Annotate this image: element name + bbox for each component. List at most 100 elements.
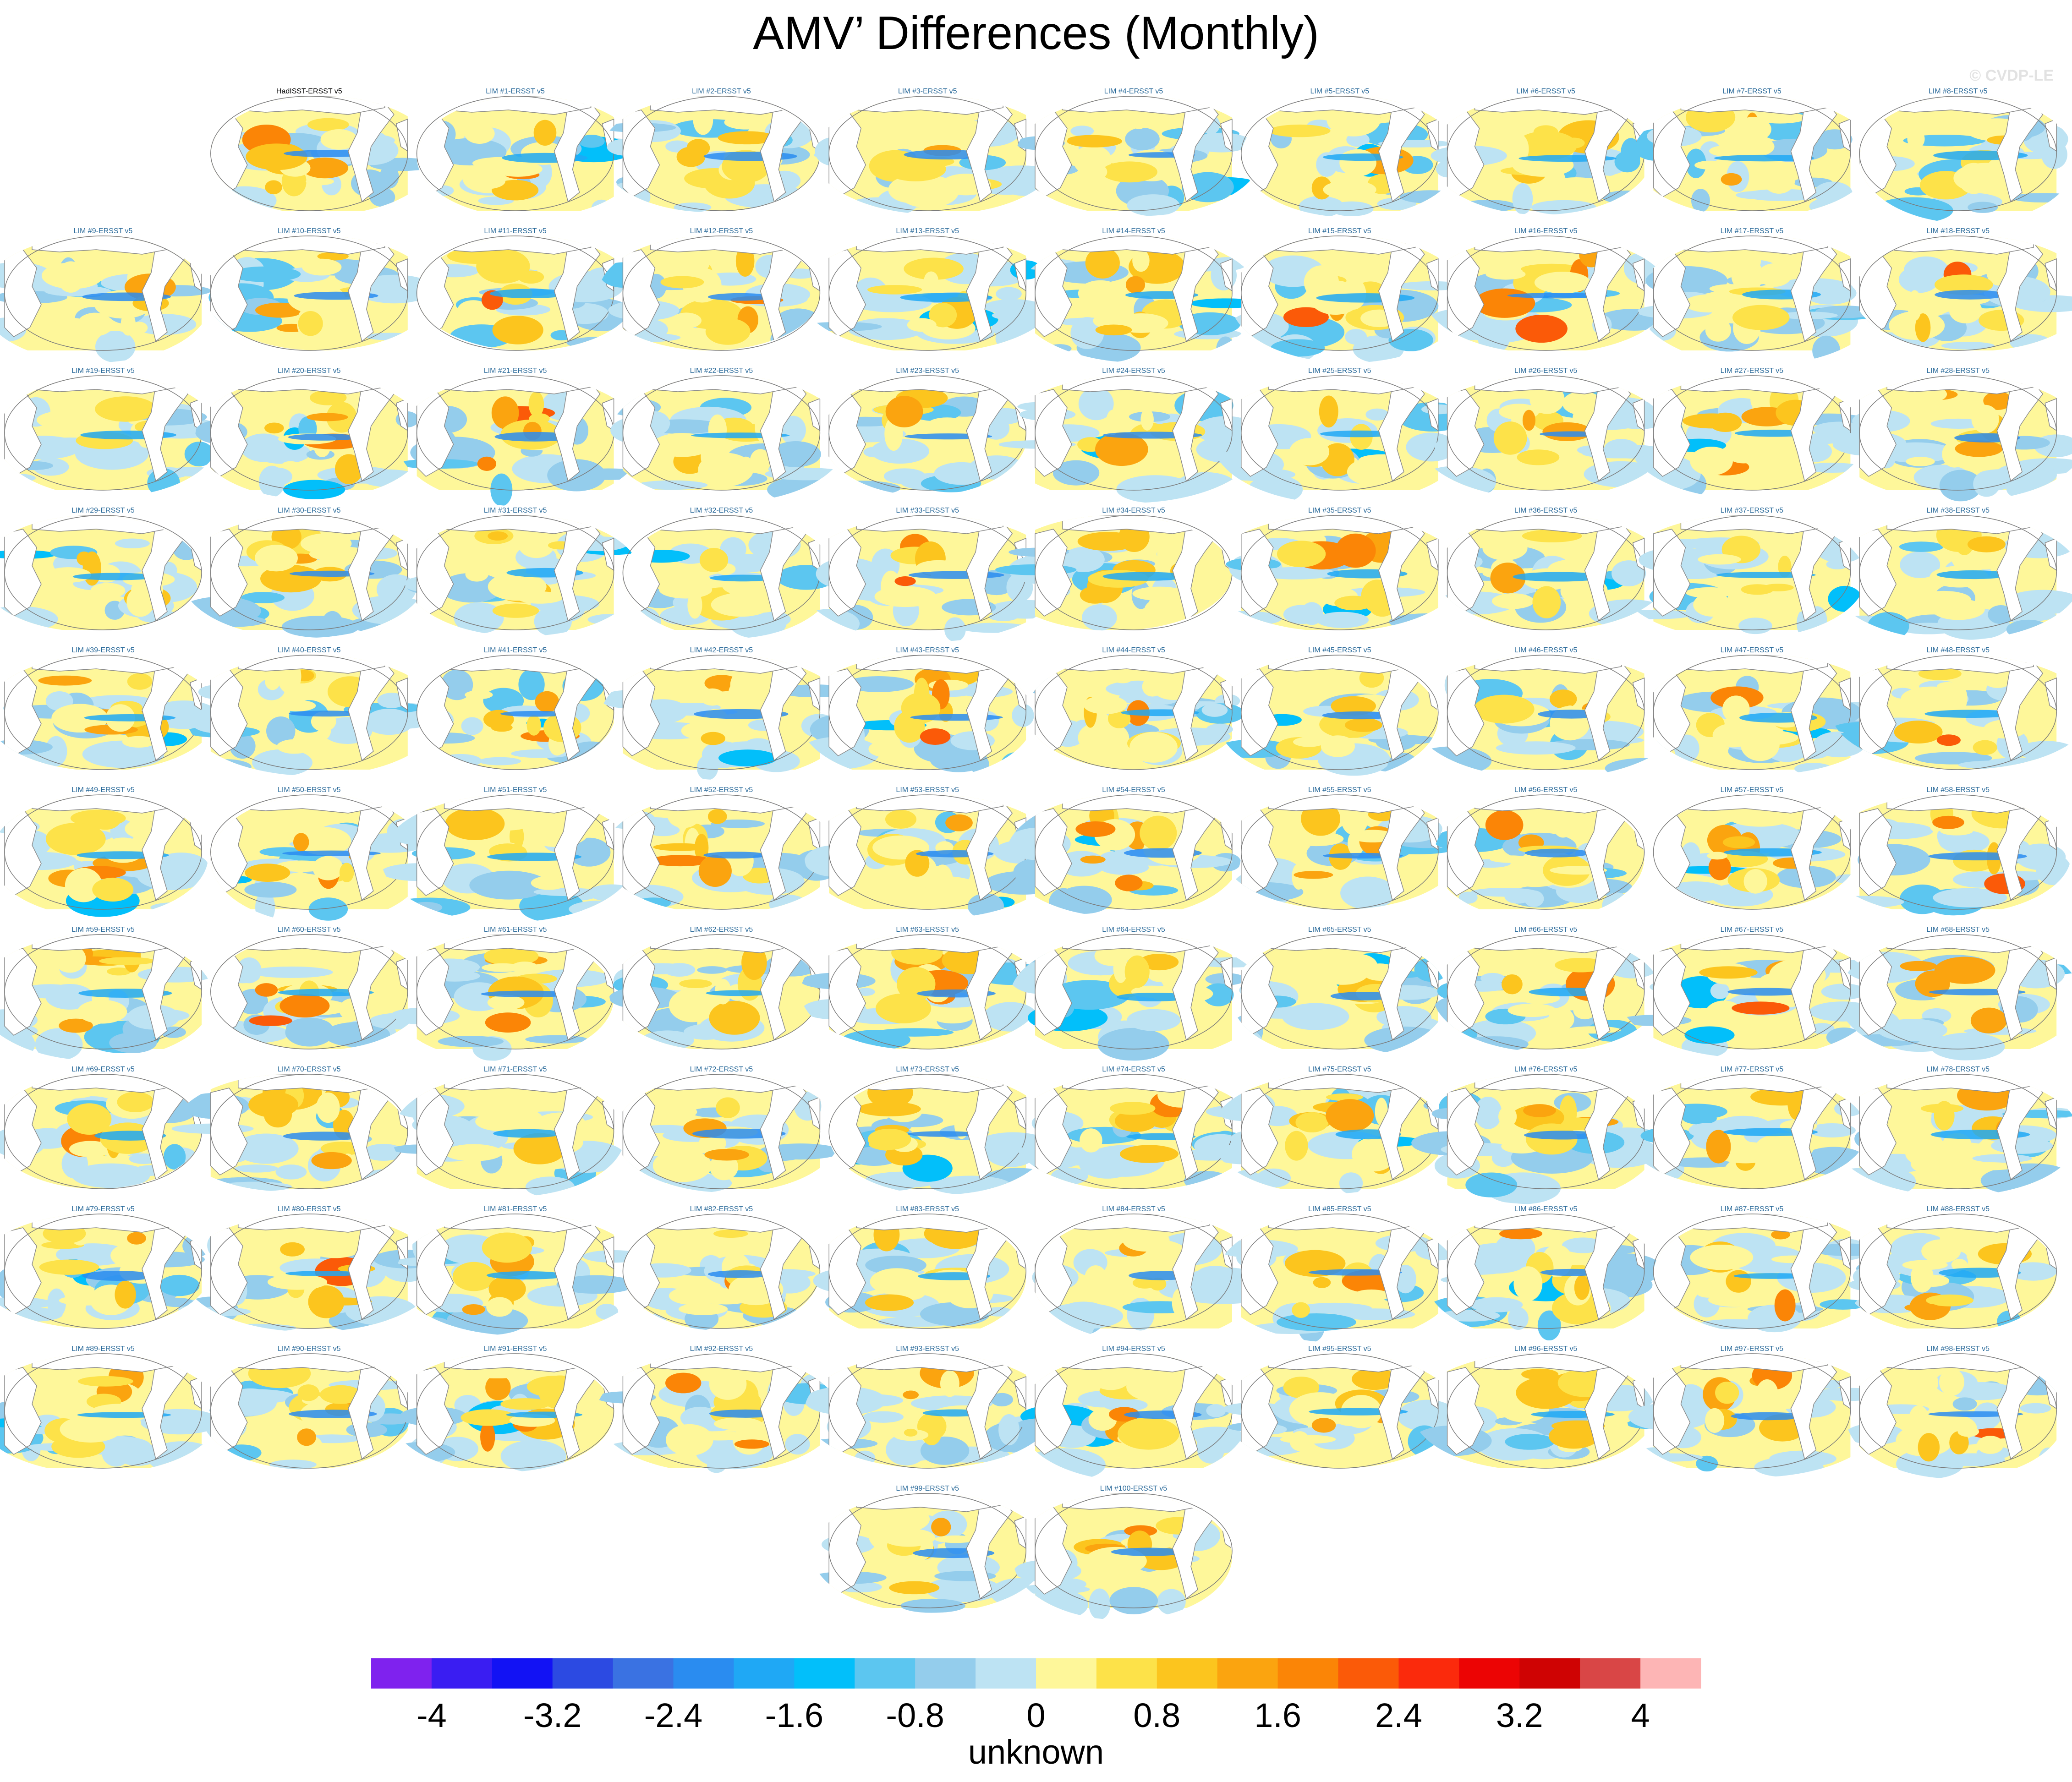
anomaly-blob xyxy=(302,258,342,276)
anomaly-blob xyxy=(1939,470,1982,490)
land-mask xyxy=(5,1367,42,1455)
globe-outline xyxy=(1447,515,1645,630)
anomaly-blob xyxy=(1276,1313,1356,1328)
map-panel: LIM #21-ERSST v5 xyxy=(416,367,614,491)
anomaly-blob xyxy=(875,993,932,1023)
anomaly-blob xyxy=(1311,1418,1336,1433)
equatorial-band xyxy=(1507,293,1607,299)
map-panel: LIM #78-ERSST v5 xyxy=(1859,1066,2057,1189)
anomaly-blob xyxy=(1004,1580,1026,1608)
anomaly-blob xyxy=(888,176,933,203)
globe-outline xyxy=(1859,655,2057,770)
anomaly-blob xyxy=(1690,447,1733,476)
equatorial-band xyxy=(72,573,158,580)
anomaly-blob xyxy=(1480,973,1505,984)
anomaly-blob xyxy=(281,616,360,630)
equatorial-band xyxy=(1924,710,2017,718)
anomaly-blob xyxy=(1970,1007,2007,1033)
anomaly-blob xyxy=(1914,752,1992,765)
anomaly-blob xyxy=(2039,1447,2057,1468)
anomaly-blob xyxy=(660,276,704,289)
anomaly-blob xyxy=(59,1018,93,1033)
anomaly-blob xyxy=(218,1323,296,1328)
anomaly-blob xyxy=(39,1090,93,1099)
anomaly-blob xyxy=(1614,151,1640,173)
anomaly-blob xyxy=(308,897,348,909)
land-mask xyxy=(210,389,248,477)
anomaly-blob xyxy=(1035,1312,1094,1328)
map-panel: LIM #42-ERSST v5 xyxy=(622,646,821,770)
anomaly-blob xyxy=(1983,391,2012,410)
anomaly-blob xyxy=(159,1274,200,1296)
sst-field xyxy=(210,515,408,630)
sst-field xyxy=(417,1074,614,1189)
anomaly-blob xyxy=(659,581,713,599)
anomaly-blob xyxy=(36,410,91,429)
map-panel: LIM #24-ERSST v5 xyxy=(1035,367,1233,491)
anomaly-blob xyxy=(1485,810,1524,840)
land-mask xyxy=(1014,118,1026,152)
sst-field xyxy=(1859,1354,2057,1468)
anomaly-blob xyxy=(1732,305,1790,330)
land-mask xyxy=(1653,249,1691,337)
sst-field xyxy=(1859,1214,2057,1328)
anomaly-blob xyxy=(127,1232,146,1245)
globe-outline xyxy=(1035,1353,1233,1469)
land-mask xyxy=(395,817,408,851)
map-panel: LIM #14-ERSST v5 xyxy=(1035,227,1233,351)
equatorial-band xyxy=(493,1129,563,1138)
map-panel: LIM #37-ERSST v5 xyxy=(1653,507,1851,630)
anomaly-blob xyxy=(960,623,1026,630)
anomaly-blob xyxy=(245,864,291,882)
land-mask xyxy=(1838,1376,1851,1410)
anomaly-blob xyxy=(1000,752,1026,770)
globe-outline xyxy=(1241,96,1439,211)
colorbar-tick-label: 1.6 xyxy=(1254,1696,1301,1734)
panel-title: LIM #70-ERSST v5 xyxy=(278,1066,341,1073)
sst-field xyxy=(1447,1354,1644,1468)
panel-title: LIM #45-ERSST v5 xyxy=(1308,646,1371,654)
anomaly-blob xyxy=(991,1393,1013,1407)
land-mask xyxy=(5,529,42,617)
anomaly-blob xyxy=(1953,164,2007,193)
anomaly-blob xyxy=(967,893,1004,909)
map-panel: HadISST-ERSST v5 xyxy=(210,87,408,211)
land-mask xyxy=(554,1220,601,1320)
map-panel: LIM #1-ERSST v5 xyxy=(416,87,614,211)
land-mask xyxy=(1996,382,2044,482)
anomaly-blob xyxy=(1750,389,1768,411)
anomaly-blob xyxy=(1522,410,1535,431)
panel-title: LIM #91-ERSST v5 xyxy=(484,1345,547,1353)
anomaly-blob xyxy=(1951,684,1968,713)
map-panel: LIM #40-ERSST v5 xyxy=(210,646,408,770)
map-panel: LIM #26-ERSST v5 xyxy=(1447,367,1645,491)
land-mask xyxy=(1426,537,1438,571)
land-mask xyxy=(1996,242,2044,342)
anomaly-blob xyxy=(801,714,820,738)
anomaly-blob xyxy=(1006,479,1026,488)
anomaly-blob xyxy=(1515,315,1568,343)
map-panel: LIM #91-ERSST v5 xyxy=(416,1345,614,1469)
equatorial-band xyxy=(706,990,773,996)
map-panel: LIM #76-ERSST v5 xyxy=(1447,1066,1645,1189)
land-mask xyxy=(1241,1088,1278,1175)
anomaly-blob xyxy=(652,433,712,457)
sst-field xyxy=(1653,935,1851,1049)
anomaly-blob xyxy=(1132,119,1146,129)
anomaly-blob xyxy=(485,1012,531,1033)
land-mask xyxy=(1241,529,1278,617)
anomaly-blob xyxy=(1605,758,1644,770)
globe-outline xyxy=(4,934,202,1050)
anomaly-blob xyxy=(468,1370,526,1378)
sst-field xyxy=(829,1214,1026,1328)
anomaly-blob xyxy=(1516,131,1577,160)
anomaly-blob xyxy=(417,612,430,623)
map-panel: LIM #81-ERSST v5 xyxy=(416,1205,614,1329)
land-mask xyxy=(417,1227,454,1315)
anomaly-blob xyxy=(1144,597,1188,624)
colorbar-swatch xyxy=(1217,1658,1278,1689)
anomaly-blob xyxy=(246,143,307,170)
land-mask xyxy=(1378,801,1425,901)
anomaly-blob xyxy=(465,567,489,582)
panel-title: LIM #50-ERSST v5 xyxy=(278,786,341,794)
